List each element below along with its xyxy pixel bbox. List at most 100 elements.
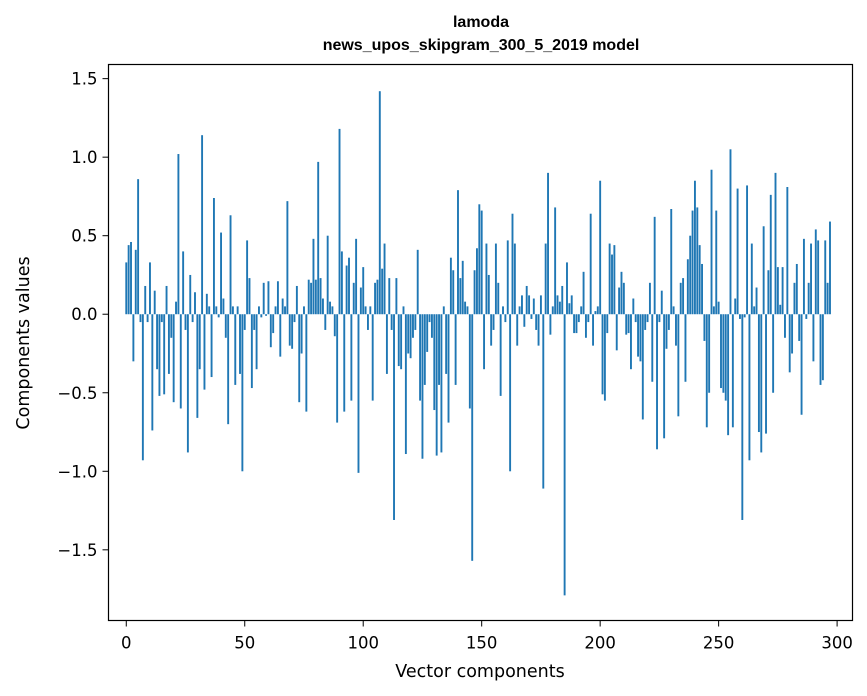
bar-component-76 [305, 314, 308, 412]
bar-component-146 [471, 314, 474, 561]
bar-component-102 [367, 314, 369, 330]
bar-component-219 [644, 314, 647, 330]
bar-component-258 [736, 188, 739, 315]
bar-component-288 [807, 282, 810, 315]
bar-component-223 [653, 216, 656, 315]
bar-component-90 [338, 128, 341, 315]
bar-component-111 [388, 278, 391, 315]
bar-component-40 [220, 232, 222, 315]
bar-component-180 [551, 306, 554, 315]
bar-component-263 [748, 314, 751, 461]
bar-component-242 [698, 245, 701, 315]
bar-component-186 [566, 262, 568, 315]
bar-component-166 [518, 306, 521, 315]
bar-component-144 [466, 306, 469, 315]
bar-component-255 [729, 149, 732, 315]
bar-component-245 [705, 314, 708, 428]
bar-component-261 [743, 314, 746, 318]
bar-component-11 [151, 314, 154, 431]
bar-component-198 [594, 311, 597, 315]
y-tick-label: −1.5 [57, 541, 97, 560]
bar-component-221 [648, 282, 651, 315]
bar-component-16 [163, 314, 166, 395]
bar-component-206 [613, 245, 616, 315]
bar-component-54 [253, 314, 256, 330]
bar-component-136 [447, 314, 450, 423]
bar-component-92 [343, 314, 346, 412]
bar-component-163 [511, 213, 514, 315]
bar-component-150 [480, 210, 483, 315]
bar-component-165 [516, 314, 519, 346]
bar-component-272 [769, 194, 772, 315]
bar-component-107 [378, 91, 381, 315]
y-tick-label: 1.5 [71, 70, 97, 89]
bar-component-118 [404, 314, 407, 455]
bar-component-264 [750, 243, 753, 315]
bar-component-85 [326, 235, 329, 315]
bar-component-243 [701, 263, 703, 315]
bar-component-44 [229, 215, 232, 315]
bar-component-279 [786, 187, 789, 315]
bar-component-110 [385, 314, 388, 374]
bar-component-175 [539, 295, 542, 315]
bar-component-214 [632, 298, 635, 315]
bar-component-151 [483, 314, 486, 370]
bar-component-126 [423, 314, 426, 385]
bar-component-269 [762, 226, 765, 315]
bar-component-201 [601, 314, 604, 395]
bar-component-46 [234, 314, 237, 385]
bar-component-63 [274, 306, 277, 315]
bar-component-68 [286, 201, 289, 315]
bar-component-35 [208, 306, 211, 315]
x-axis-label: Vector components [395, 662, 564, 682]
bar-component-93 [345, 265, 348, 315]
bar-component-114 [395, 278, 398, 315]
bar-component-103 [369, 306, 372, 315]
bar-component-249 [715, 210, 718, 315]
bar-component-193 [582, 271, 585, 315]
bar-component-45 [231, 306, 234, 315]
bar-component-101 [364, 306, 367, 315]
bar-component-162 [509, 314, 512, 472]
bar-component-237 [686, 259, 689, 315]
bar-component-116 [400, 314, 403, 370]
bar-component-176 [542, 314, 545, 489]
bar-component-42 [224, 314, 227, 338]
bar-component-18 [167, 314, 170, 374]
bar-component-153 [487, 274, 490, 315]
bar-component-284 [798, 314, 801, 341]
bar-component-195 [587, 314, 590, 323]
bar-component-5 [137, 179, 140, 315]
chart-subtitle: news_upos_skipgram_300_5_2019 model [323, 37, 640, 54]
bar-component-296 [826, 282, 829, 315]
y-tick-label: 1.0 [71, 148, 97, 167]
bar-component-127 [426, 314, 429, 352]
bar-component-256 [731, 314, 734, 428]
bar-component-226 [660, 290, 663, 315]
bar-component-88 [333, 314, 336, 337]
bar-component-57 [260, 314, 263, 318]
bar-component-26 [186, 314, 189, 453]
bar-component-100 [362, 267, 365, 315]
bar-component-178 [547, 172, 549, 315]
bar-component-182 [556, 295, 559, 315]
bar-component-232 [675, 314, 677, 346]
bar-component-283 [795, 263, 798, 315]
bar-component-59 [265, 314, 268, 316]
bar-component-13 [156, 314, 159, 370]
bar-component-117 [402, 306, 405, 315]
bar-component-202 [603, 314, 606, 401]
plot-frame [107, 63, 854, 622]
bar-component-94 [348, 257, 350, 315]
bar-component-89 [336, 314, 339, 423]
bar-component-105 [374, 282, 377, 315]
bar-component-137 [449, 257, 452, 315]
bar-component-78 [310, 282, 313, 315]
bar-component-32 [201, 135, 204, 315]
bar-component-216 [637, 314, 640, 357]
bar-component-64 [276, 281, 279, 315]
bar-component-156 [494, 243, 497, 315]
bar-component-3 [132, 314, 135, 362]
bar-component-17 [165, 285, 168, 315]
bar-component-143 [464, 301, 467, 315]
